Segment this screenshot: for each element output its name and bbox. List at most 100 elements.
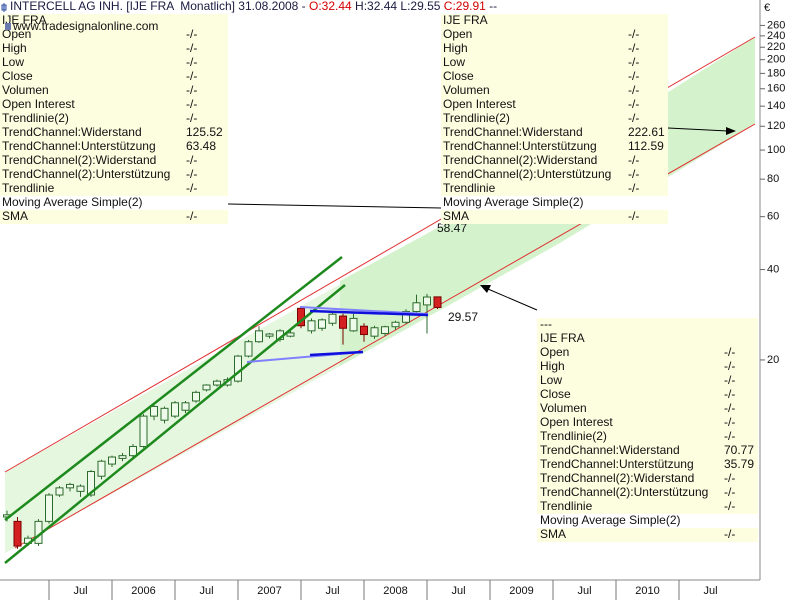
connector — [667, 127, 729, 132]
panel-header: IJE FRA — [443, 13, 488, 27]
trendline-2 — [299, 306, 429, 315]
trendline — [4, 256, 343, 521]
x-tick-label: Jul — [451, 585, 465, 597]
panel-label: Trendlinie — [443, 181, 496, 195]
candle-body — [118, 455, 127, 459]
panel-value: -/- — [724, 527, 735, 541]
x-tick-label: Jul — [703, 585, 717, 597]
y-tick-label: 20 — [767, 354, 779, 366]
candle-body — [349, 317, 358, 332]
panel-value: -/- — [186, 111, 197, 125]
candle-body — [66, 483, 74, 489]
panel-value: -/- — [628, 153, 639, 167]
annotation: 29.57 — [448, 310, 478, 324]
candle-body — [139, 415, 148, 447]
panel-value: -/- — [724, 345, 735, 359]
y-axis-label: € — [764, 2, 770, 14]
panel-label: Trendlinie(2) — [443, 111, 510, 125]
candle-body — [244, 341, 253, 357]
panel-value: -/- — [724, 359, 735, 373]
candle-body — [265, 333, 274, 337]
panel-value: -/- — [724, 401, 735, 415]
panel-label: Volumen — [443, 83, 490, 97]
panel-label: Trendlinie(2) — [2, 111, 69, 125]
candle-body — [255, 330, 263, 343]
panel-label: Volumen — [2, 83, 49, 97]
panel-value: 35.79 — [724, 457, 754, 471]
panel-value: -/- — [628, 111, 639, 125]
panel-value: -/- — [628, 97, 639, 111]
panel-value: -/- — [724, 471, 735, 485]
panel-header: --- — [540, 317, 552, 331]
panel-label: High — [443, 41, 468, 55]
panel-value: -/- — [628, 27, 639, 41]
candle-body — [55, 487, 64, 496]
arrow-head — [726, 127, 736, 135]
panel-row-highlight — [441, 196, 668, 210]
panel-label: Trendlinie — [540, 499, 593, 513]
panel-header: IJE FRA — [2, 13, 47, 27]
panel-value: -/- — [186, 167, 197, 181]
panel-value: -/- — [186, 97, 197, 111]
panel-label: Trendlinie — [2, 181, 55, 195]
y-tick-label: 140 — [767, 100, 785, 112]
x-tick-label: Jul — [73, 585, 87, 597]
candle-body — [412, 302, 421, 312]
x-tick-label: Jul — [199, 585, 213, 597]
panel-value: 125.52 — [186, 125, 223, 139]
panel-label: TrendChannel:Widerstand — [2, 125, 142, 139]
candle-body — [307, 320, 316, 332]
panel-label: TrendChannel(2):Widerstand — [540, 471, 694, 485]
title-icon — [1, 3, 7, 12]
panel-label: TrendChannel(2):Unterstützung — [2, 167, 170, 181]
panel-value: -/- — [724, 387, 735, 401]
candle-body — [45, 494, 53, 522]
candle-body — [360, 325, 368, 336]
panel-value: -/- — [186, 27, 197, 41]
panel-value: -/- — [186, 83, 197, 97]
y-tick-label: 240 — [767, 30, 785, 42]
panel-label: TrendChannel:Widerstand — [540, 443, 680, 457]
x-tick-label: 2010 — [635, 585, 659, 597]
connector — [487, 288, 538, 311]
panel-label: Open Interest — [540, 415, 613, 429]
panel-label: Moving Average Simple(2) — [443, 195, 584, 209]
panel-label: TrendChannel:Unterstützung — [540, 457, 694, 471]
x-tick-label: 2008 — [383, 585, 407, 597]
chart-title: INTERCELL AG INH. [IJE FRA Monatlich] 31… — [10, 0, 497, 13]
panel-label: Moving Average Simple(2) — [540, 513, 681, 527]
panel-label: TrendChannel(2):Widerstand — [443, 153, 597, 167]
trendline-2 — [309, 309, 429, 317]
y-tick-label: 160 — [767, 83, 785, 95]
candle-body — [213, 380, 221, 386]
arrow-head — [480, 285, 491, 293]
panel-label: High — [540, 359, 565, 373]
candle-body — [192, 391, 200, 402]
panel-value: -/- — [628, 55, 639, 69]
panel-label: Open Interest — [443, 97, 516, 111]
candle-body — [160, 407, 169, 421]
panel-background — [441, 14, 668, 224]
candle-body — [318, 319, 326, 329]
panel-value: -/- — [186, 181, 197, 195]
panel-value: 63.48 — [186, 139, 216, 153]
panel-label: Trendlinie(2) — [540, 429, 607, 443]
panel-label: Low — [443, 55, 465, 69]
panel-background — [0, 14, 228, 224]
x-tick-label: 2006 — [131, 585, 155, 597]
x-tick-label: Jul — [577, 585, 591, 597]
candle-body — [391, 321, 400, 328]
trendline — [4, 284, 346, 564]
panel-value: -/- — [628, 69, 639, 83]
panel-value: -/- — [724, 429, 735, 443]
panel-value: -/- — [186, 209, 197, 223]
y-tick-label: 180 — [767, 67, 785, 79]
panel-background — [537, 318, 758, 542]
panel-label: SMA — [443, 209, 469, 223]
candle-body — [87, 471, 95, 496]
candle-body — [370, 327, 379, 337]
